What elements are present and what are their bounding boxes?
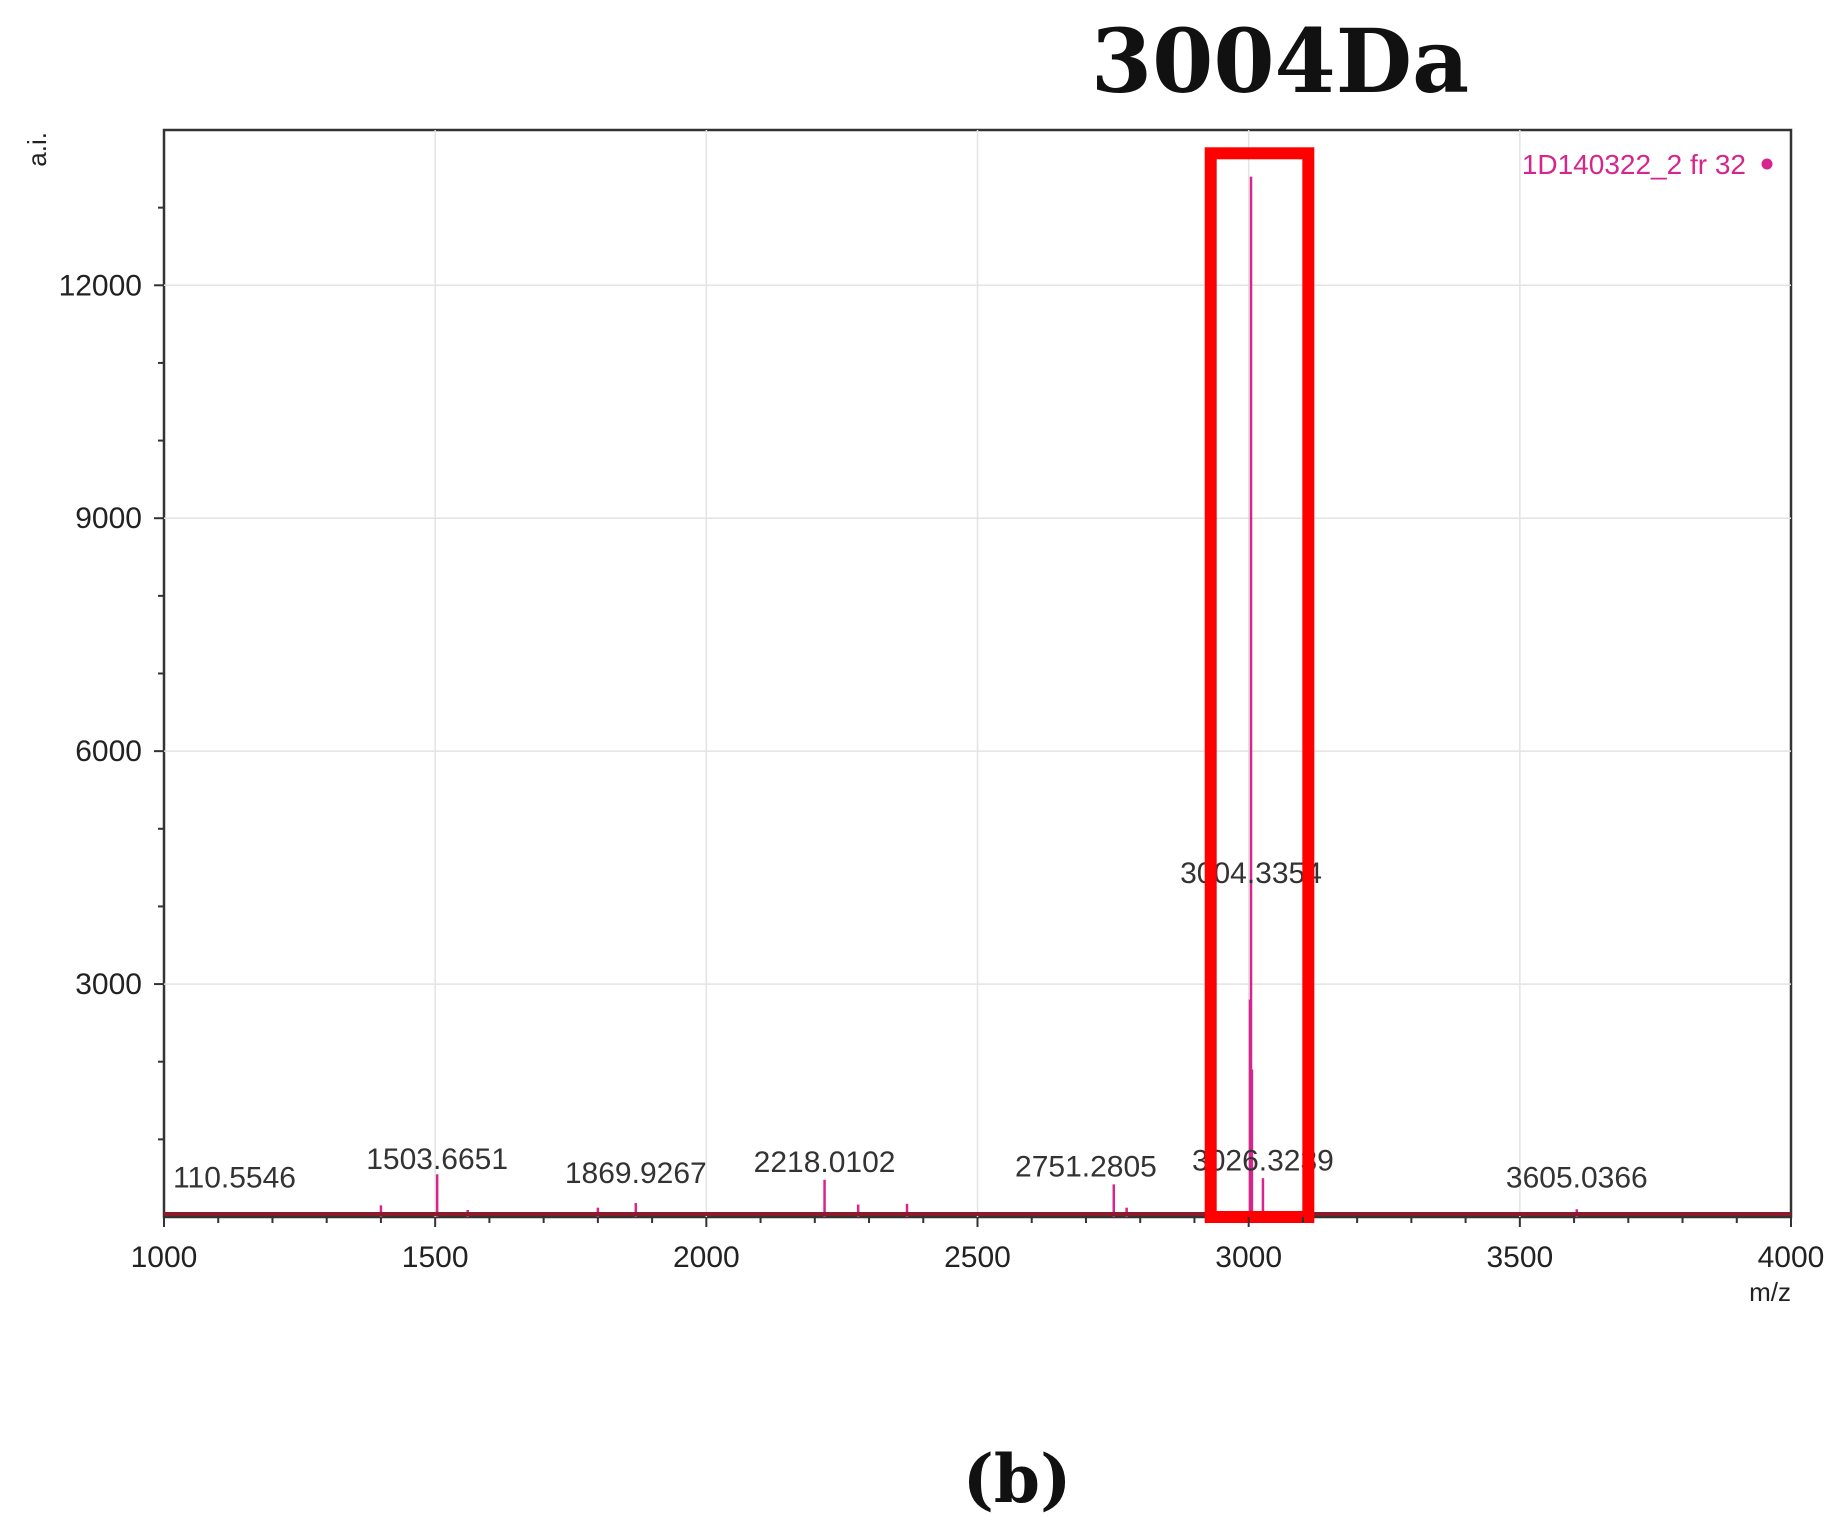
legend: 1D140322_2 fr 32 bbox=[1522, 149, 1773, 180]
y-tick-label: 6000 bbox=[75, 735, 142, 768]
highlight-layer bbox=[1204, 147, 1315, 1224]
y-tick-label: 9000 bbox=[75, 502, 142, 535]
x-tick-label: 3000 bbox=[1215, 1241, 1282, 1274]
x-tick-label: 4000 bbox=[1758, 1241, 1825, 1274]
x-tick-label: 1500 bbox=[402, 1241, 469, 1274]
x-axis-label: m/z bbox=[1749, 1277, 1791, 1307]
legend-series-name: 1D140322_2 fr 32 bbox=[1522, 149, 1746, 180]
panel-label: (b) bbox=[963, 1440, 1072, 1518]
grid-layer bbox=[164, 130, 1791, 1217]
peak-label: 2751.2805 bbox=[1015, 1151, 1157, 1184]
peak-label: 2218.0102 bbox=[754, 1146, 896, 1179]
y-tick-label: 3000 bbox=[75, 968, 142, 1001]
x-tick-label: 1000 bbox=[131, 1241, 198, 1274]
peak-label: 1869.9267 bbox=[565, 1157, 707, 1190]
x-tick-label: 3500 bbox=[1486, 1241, 1553, 1274]
peak-label: 3605.0366 bbox=[1506, 1161, 1648, 1194]
y-tick-label: 12000 bbox=[59, 269, 142, 302]
spectrum-layer bbox=[164, 176, 1791, 1217]
y-axis-label: a.i. bbox=[22, 132, 52, 167]
axis-layer: 1000 1500 2000 2500 3000 3500 4000 3000 6000 9000… bbox=[59, 206, 1825, 1274]
peak-label: 1503.6651 bbox=[366, 1143, 508, 1176]
highlight-box bbox=[1204, 147, 1315, 1224]
peak-label: 3004.3354 bbox=[1180, 857, 1322, 890]
x-tick-label: 2000 bbox=[673, 1241, 740, 1274]
figure-title: 3004Da bbox=[1091, 9, 1469, 113]
peak-label: 110.5546 bbox=[173, 1161, 296, 1194]
legend-marker bbox=[1761, 158, 1773, 170]
plot-area: 110.5546 1503.6651 1869.9267 2218.0102 2751.… bbox=[59, 128, 1825, 1274]
x-tick-label: 2500 bbox=[944, 1241, 1011, 1274]
